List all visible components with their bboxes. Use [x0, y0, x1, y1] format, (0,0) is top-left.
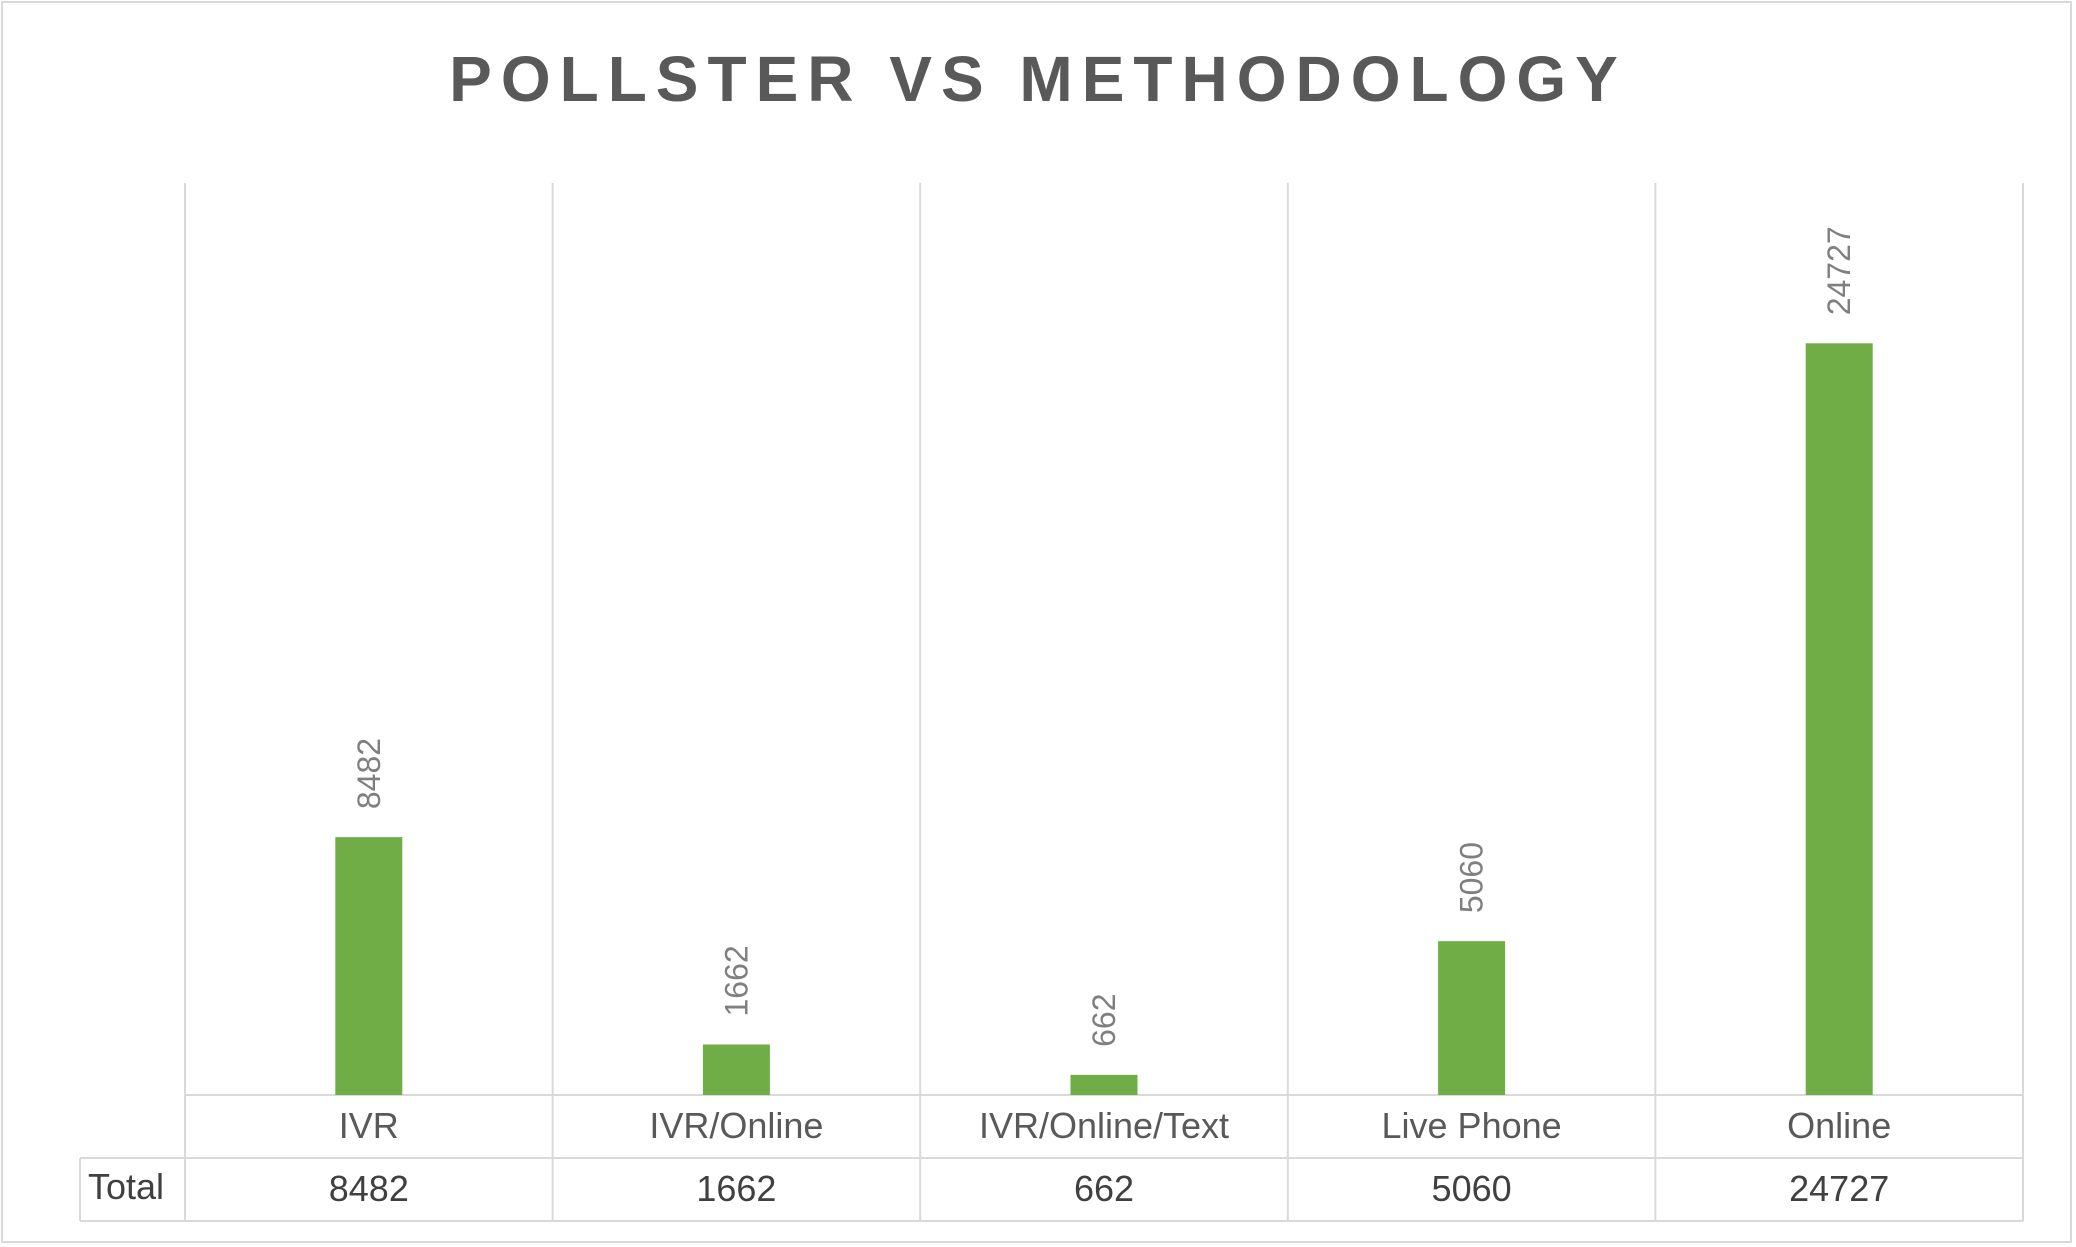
- category-tick-label: IVR/Online: [649, 1105, 823, 1146]
- table-cell-value: 1662: [696, 1168, 776, 1209]
- data-label: 662: [1086, 993, 1122, 1046]
- bar: [1805, 343, 1873, 1095]
- data-label: 8482: [351, 738, 387, 809]
- bar: [335, 837, 403, 1095]
- category-tick-label: IVR: [339, 1105, 399, 1146]
- data-labels: 8482 1662 662 5060 24727: [351, 226, 1857, 1047]
- data-label: 5060: [1454, 842, 1490, 913]
- table-cell-value: 24727: [1789, 1168, 1889, 1209]
- bar: [702, 1044, 770, 1095]
- chart-title: POLLSTER VS METHODOLOGY: [449, 43, 1627, 115]
- table-row-header: Total: [88, 1166, 164, 1207]
- table-cell-value: 8482: [329, 1168, 409, 1209]
- bar: [1070, 1074, 1138, 1095]
- bar-series: [335, 343, 1873, 1095]
- table-cell-value: 662: [1074, 1168, 1134, 1209]
- data-label: 24727: [1821, 226, 1857, 315]
- category-tick-label: IVR/Online/Text: [979, 1105, 1229, 1146]
- category-tick-label: Online: [1787, 1105, 1891, 1146]
- bar: [1438, 941, 1506, 1095]
- category-tick-label: Live Phone: [1382, 1105, 1562, 1146]
- table-cell-value: 5060: [1432, 1168, 1512, 1209]
- data-table: IVR 8482 IVR/Online 1662 IVR/Online/Text 662 L…: [88, 1105, 1891, 1209]
- data-label: 1662: [718, 945, 754, 1016]
